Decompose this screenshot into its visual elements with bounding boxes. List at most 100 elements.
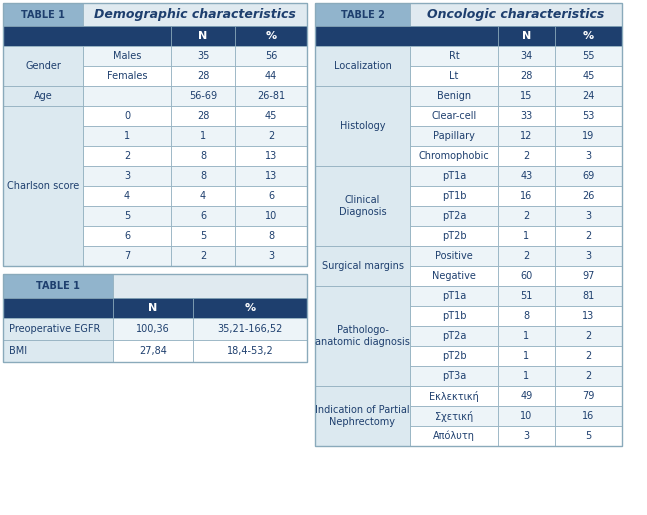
Bar	[171, 246, 235, 266]
Text: Pathologo-
anatomic diagnosis: Pathologo- anatomic diagnosis	[315, 325, 410, 347]
Text: Rt: Rt	[448, 51, 459, 61]
Text: 45: 45	[265, 111, 277, 121]
Bar	[171, 206, 235, 226]
Bar	[498, 26, 555, 46]
Bar	[410, 306, 498, 326]
Text: Preoperative EGFR: Preoperative EGFR	[9, 324, 100, 334]
Text: 1: 1	[523, 331, 529, 341]
Text: 3: 3	[586, 211, 591, 221]
Text: 8: 8	[523, 311, 529, 321]
Bar	[83, 126, 171, 146]
Bar	[410, 286, 498, 306]
Text: %: %	[245, 303, 256, 313]
Bar	[315, 286, 410, 386]
Text: 2: 2	[523, 211, 530, 221]
Bar	[410, 3, 622, 26]
Text: TABLE 1: TABLE 1	[21, 9, 65, 20]
Text: 3: 3	[586, 151, 591, 161]
Bar	[555, 286, 622, 306]
Bar	[555, 366, 622, 386]
Bar	[235, 146, 307, 166]
Text: Histology: Histology	[340, 121, 385, 131]
Text: 27,84: 27,84	[139, 346, 167, 356]
Bar	[410, 106, 498, 126]
Bar	[3, 3, 307, 266]
Text: 45: 45	[582, 71, 595, 81]
Bar	[83, 146, 171, 166]
Bar	[498, 426, 555, 446]
Bar	[83, 106, 171, 126]
Text: Females: Females	[107, 71, 148, 81]
Bar	[555, 186, 622, 206]
Text: Gender: Gender	[25, 61, 61, 71]
Bar	[171, 146, 235, 166]
Text: Lt: Lt	[449, 71, 459, 81]
Text: 5: 5	[586, 431, 591, 441]
Bar	[235, 246, 307, 266]
Bar	[171, 186, 235, 206]
Bar	[498, 306, 555, 326]
Text: 2: 2	[200, 251, 206, 261]
Text: 8: 8	[268, 231, 274, 241]
Bar	[555, 346, 622, 366]
Text: pT2b: pT2b	[442, 351, 466, 361]
Bar	[171, 46, 235, 66]
Text: Clear-cell: Clear-cell	[432, 111, 477, 121]
Bar	[3, 274, 307, 362]
Bar	[235, 226, 307, 246]
Bar	[555, 326, 622, 346]
Text: 56: 56	[265, 51, 277, 61]
Text: %: %	[265, 31, 276, 41]
Bar	[3, 340, 113, 362]
Text: 3: 3	[586, 251, 591, 261]
Bar	[3, 298, 113, 318]
Text: 79: 79	[582, 391, 595, 401]
Bar	[410, 166, 498, 186]
Text: 35,21-166,52: 35,21-166,52	[217, 324, 283, 334]
Text: pT2a: pT2a	[442, 331, 466, 341]
Bar	[555, 106, 622, 126]
Bar	[235, 206, 307, 226]
Text: 4: 4	[200, 191, 206, 201]
Text: 3: 3	[268, 251, 274, 261]
Text: 1: 1	[124, 131, 130, 141]
Bar	[498, 406, 555, 426]
Bar	[410, 46, 498, 66]
Text: Σχετική: Σχετική	[435, 410, 473, 421]
Text: 2: 2	[268, 131, 274, 141]
Text: 7: 7	[124, 251, 130, 261]
Text: 100,36: 100,36	[136, 324, 170, 334]
Bar	[555, 226, 622, 246]
Text: 2: 2	[523, 251, 530, 261]
Text: 26-81: 26-81	[257, 91, 285, 101]
Bar	[498, 206, 555, 226]
Text: pT2a: pT2a	[442, 211, 466, 221]
Bar	[410, 366, 498, 386]
Bar	[113, 274, 307, 298]
Bar	[3, 274, 113, 298]
Bar	[171, 26, 235, 46]
Bar	[235, 186, 307, 206]
Bar	[498, 166, 555, 186]
Text: Demographic characteristics: Demographic characteristics	[94, 8, 296, 21]
Bar	[498, 186, 555, 206]
Text: 6: 6	[124, 231, 130, 241]
Bar	[410, 406, 498, 426]
Text: 24: 24	[582, 91, 595, 101]
Bar	[315, 46, 410, 86]
Text: 1: 1	[523, 231, 529, 241]
Text: Negative: Negative	[432, 271, 476, 281]
Bar	[171, 166, 235, 186]
Text: 28: 28	[197, 111, 209, 121]
Text: 13: 13	[265, 171, 277, 181]
Bar	[555, 126, 622, 146]
Bar	[555, 406, 622, 426]
Text: 49: 49	[520, 391, 532, 401]
Bar	[410, 186, 498, 206]
Text: pT1b: pT1b	[442, 191, 466, 201]
Bar	[498, 106, 555, 126]
Bar	[498, 146, 555, 166]
Bar	[410, 246, 498, 266]
Text: 2: 2	[586, 331, 591, 341]
Text: N: N	[522, 31, 531, 41]
